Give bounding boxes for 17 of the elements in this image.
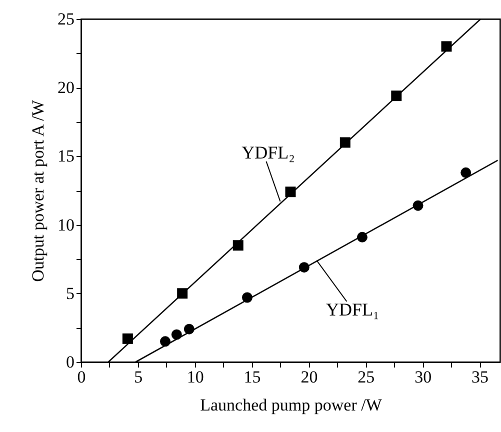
x-tick-label: 20 xyxy=(300,368,318,386)
x-tick-label: 5 xyxy=(134,368,143,386)
y-tick-label: 10 xyxy=(58,215,74,234)
x-tick-label: 30 xyxy=(414,368,432,386)
y-tick-label: 25 xyxy=(58,10,74,28)
y-axis-title: Output power at port A /W xyxy=(28,99,48,282)
y-tick-label: 0 xyxy=(66,352,74,372)
x-tick-label: 15 xyxy=(244,368,261,386)
x-axis-title: Launched pump power /W xyxy=(200,396,383,414)
x-tick-label: 35 xyxy=(472,368,489,386)
y-tick-label: 15 xyxy=(58,146,74,166)
y-tick-label: 20 xyxy=(58,78,74,98)
x-tick-label: 25 xyxy=(358,368,375,386)
annotation: YDFL₁ xyxy=(326,299,380,320)
y-tick-label: 5 xyxy=(66,284,74,303)
x-tick-label: 10 xyxy=(186,368,204,386)
annotation: YDFL₂ xyxy=(242,142,295,162)
